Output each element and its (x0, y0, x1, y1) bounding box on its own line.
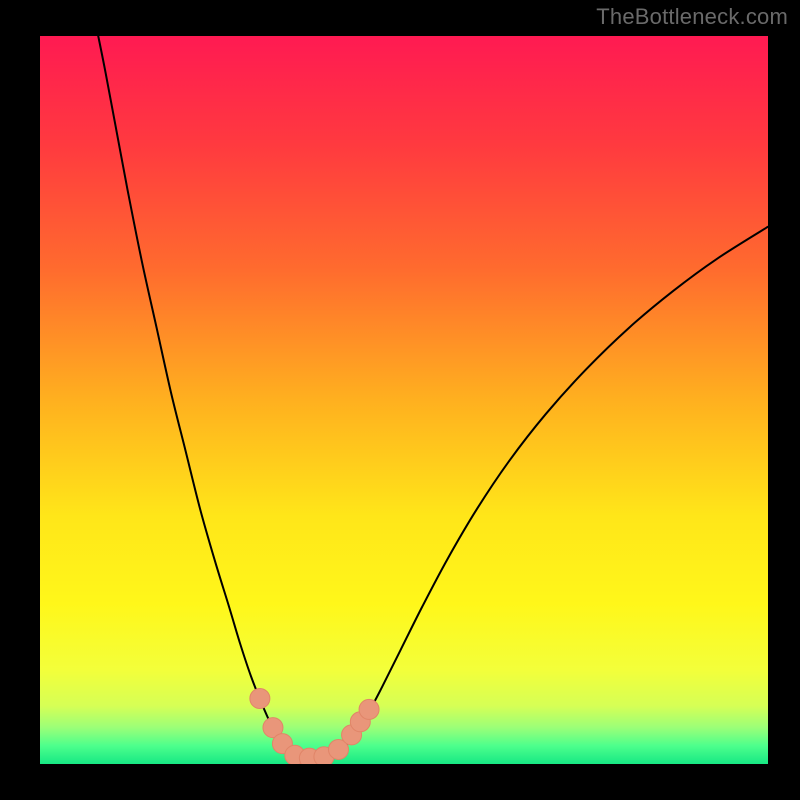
plot-area (40, 36, 768, 764)
watermark-text: TheBottleneck.com (596, 4, 788, 30)
gradient-background (40, 36, 768, 764)
curve-marker (250, 688, 270, 708)
curve-marker (359, 699, 379, 719)
plot-svg (40, 36, 768, 764)
chart-canvas: TheBottleneck.com (0, 0, 800, 800)
